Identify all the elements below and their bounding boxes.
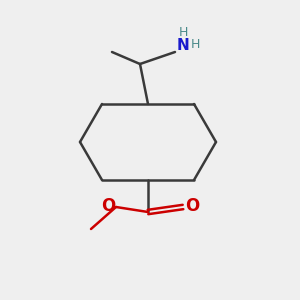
Text: H: H bbox=[190, 38, 200, 50]
Text: H: H bbox=[178, 26, 188, 40]
Text: N: N bbox=[177, 38, 189, 53]
Text: O: O bbox=[101, 197, 115, 215]
Text: O: O bbox=[185, 197, 199, 215]
